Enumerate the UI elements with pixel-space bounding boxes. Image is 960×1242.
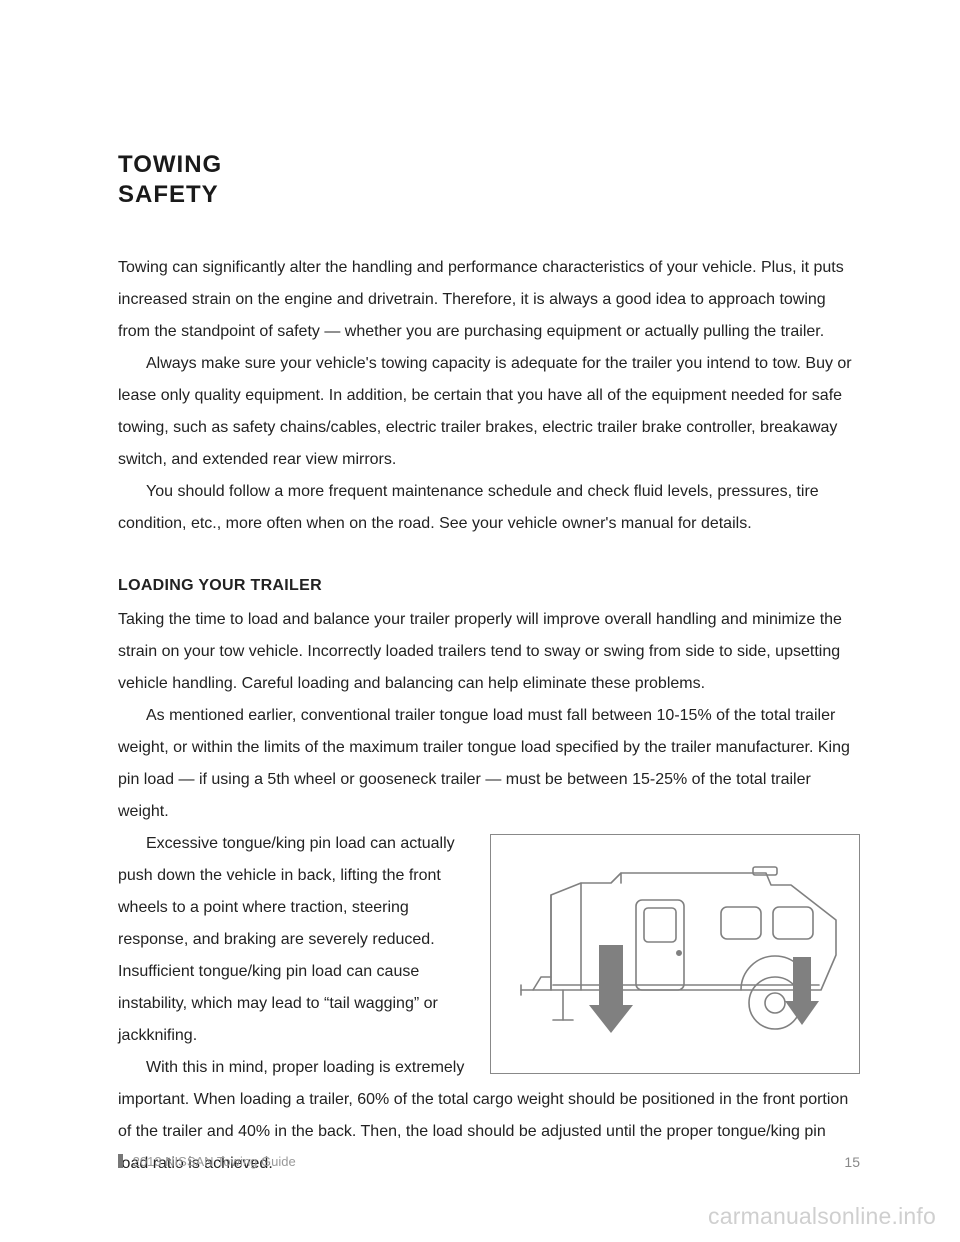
paragraph: Towing can significantly alter the handl… [118,252,860,348]
paragraph: You should follow a more frequent mainte… [118,476,860,540]
paragraph: As mentioned earlier, conventional trail… [118,700,860,828]
paragraph: Taking the time to load and balance your… [118,604,860,700]
paragraph: Always make sure your vehicle's towing c… [118,348,860,476]
title-line-1: TOWING [118,150,860,180]
footer-accent-bar [118,1154,123,1168]
trailer-icon [491,835,861,1075]
body-copy: Towing can significantly alter the handl… [118,252,860,1180]
trailer-loading-figure [490,834,860,1074]
page-footer: 2013 NISSAN Towing Guide 15 [118,1154,860,1170]
watermark: carmanualsonline.info [708,1203,936,1230]
title-line-2: SAFETY [118,180,860,210]
section-heading: LOADING YOUR TRAILER [118,570,860,602]
page-title: TOWING SAFETY [118,150,860,210]
page-number: 15 [844,1154,860,1170]
footer-doc-title: 2013 NISSAN Towing Guide [133,1154,296,1169]
